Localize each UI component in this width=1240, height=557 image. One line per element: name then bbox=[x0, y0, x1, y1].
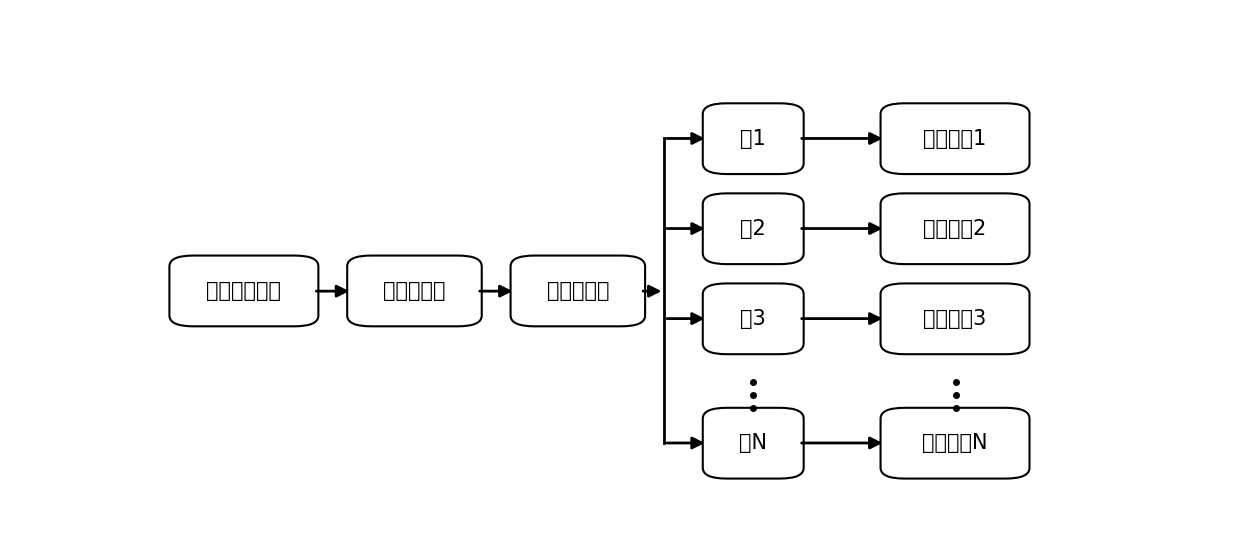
FancyBboxPatch shape bbox=[880, 103, 1029, 174]
FancyBboxPatch shape bbox=[347, 256, 481, 326]
Text: 低温制冷剂: 低温制冷剂 bbox=[383, 281, 445, 301]
FancyBboxPatch shape bbox=[703, 408, 804, 478]
Text: 建筑分区3: 建筑分区3 bbox=[924, 309, 987, 329]
FancyBboxPatch shape bbox=[703, 103, 804, 174]
Text: 建筑分区1: 建筑分区1 bbox=[924, 129, 987, 149]
FancyBboxPatch shape bbox=[880, 284, 1029, 354]
FancyBboxPatch shape bbox=[170, 256, 319, 326]
Text: 水1: 水1 bbox=[740, 129, 766, 149]
Text: 水N: 水N bbox=[739, 433, 768, 453]
Text: 水2: 水2 bbox=[740, 219, 766, 239]
FancyBboxPatch shape bbox=[880, 193, 1029, 264]
FancyBboxPatch shape bbox=[703, 284, 804, 354]
FancyBboxPatch shape bbox=[703, 193, 804, 264]
Text: 超低温制冷剂: 超低温制冷剂 bbox=[206, 281, 281, 301]
Text: 建筑分区2: 建筑分区2 bbox=[924, 219, 987, 239]
FancyBboxPatch shape bbox=[511, 256, 645, 326]
Text: 常规制冷剂: 常规制冷剂 bbox=[547, 281, 609, 301]
FancyBboxPatch shape bbox=[880, 408, 1029, 478]
Text: 建筑分区N: 建筑分区N bbox=[923, 433, 988, 453]
Text: 水3: 水3 bbox=[740, 309, 766, 329]
